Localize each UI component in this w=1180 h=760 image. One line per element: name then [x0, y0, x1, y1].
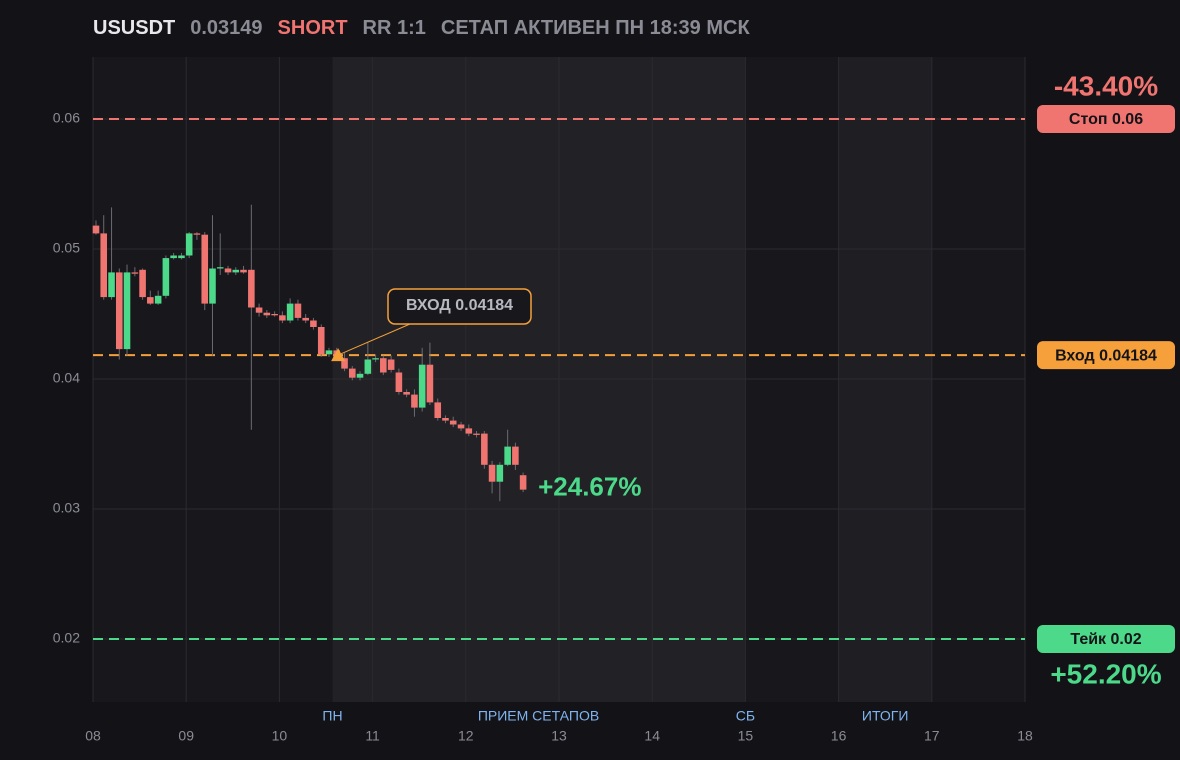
header: USUSDT 0.03149 SHORT RR 1:1 СЕТАП АКТИВЕ… — [93, 14, 750, 42]
candle-body — [286, 303, 294, 321]
level-change: +52.20% — [1050, 658, 1161, 689]
candle-body — [380, 358, 387, 373]
candle-body — [496, 464, 504, 482]
candle-body — [255, 307, 263, 313]
candle-body — [108, 272, 115, 298]
candle-body — [426, 364, 434, 403]
x-tick-label: 16 — [831, 728, 847, 744]
level-label: Стоп 0.06 — [1069, 111, 1143, 128]
candle-body — [411, 394, 418, 408]
x-tick-label: 15 — [738, 728, 754, 744]
candle-body — [147, 297, 154, 304]
candle-body — [216, 267, 224, 269]
symbol: USUSDT — [93, 17, 176, 39]
candle-body — [364, 359, 372, 374]
candle-body — [348, 368, 356, 378]
candle-body — [185, 233, 193, 256]
candle-body — [294, 303, 302, 318]
candle-body — [504, 446, 511, 465]
x-tick-label: 08 — [85, 728, 101, 744]
level-badge — [1037, 625, 1175, 653]
candle-body — [403, 392, 410, 395]
candle-body — [123, 272, 131, 350]
candle-body — [317, 327, 325, 355]
candle-body — [139, 269, 146, 298]
candle-body — [193, 233, 201, 235]
candle-body — [481, 433, 488, 465]
y-tick-label: 0.04 — [53, 370, 80, 386]
candle-body — [224, 268, 232, 273]
current-change: +24.67% — [538, 472, 641, 502]
candle-body — [387, 359, 395, 370]
candle-body — [465, 428, 473, 434]
status: СЕТАП АКТИВЕН ПН 18:39 МСК — [440, 17, 750, 39]
session-label: СБ — [736, 708, 755, 724]
session-label: ПН — [322, 708, 342, 724]
candle-body — [310, 320, 317, 327]
candle-body — [248, 269, 255, 308]
candle-body — [178, 255, 185, 259]
entry-leader — [337, 323, 411, 356]
entry-marker — [331, 348, 346, 362]
x-tick-label: 12 — [458, 728, 474, 744]
y-tick-label: 0.02 — [53, 630, 80, 646]
candle-body — [519, 475, 527, 490]
candle-body — [240, 269, 247, 273]
candle-body — [170, 255, 177, 259]
x-tick-label: 17 — [924, 728, 940, 744]
x-tick-label: 18 — [1017, 728, 1033, 744]
level-badge — [1037, 341, 1175, 370]
x-tick-label: 13 — [551, 728, 567, 744]
candle-body — [302, 317, 309, 321]
candle-body — [263, 312, 271, 316]
candle-body — [442, 418, 449, 421]
side: SHORT — [277, 17, 348, 39]
candle-body — [162, 258, 170, 296]
x-tick-label: 10 — [272, 728, 288, 744]
y-tick-label: 0.06 — [53, 110, 80, 126]
candle-body — [131, 272, 139, 274]
candle-body — [92, 225, 100, 234]
candle-body — [372, 358, 379, 360]
candle-body — [341, 358, 348, 369]
price: 0.03149 — [190, 17, 263, 39]
candle-body — [154, 295, 162, 304]
candle-body — [395, 372, 403, 392]
y-tick-label: 0.03 — [53, 500, 80, 516]
candle-body — [512, 446, 519, 465]
level-change: -43.40% — [1054, 70, 1158, 101]
candle-body — [473, 433, 480, 435]
candle-body — [100, 233, 108, 298]
y-tick-label: 0.05 — [53, 240, 80, 256]
candle-body — [457, 424, 465, 429]
entry-label: ВХОД 0.04184 — [406, 297, 513, 314]
x-tick-label: 11 — [365, 728, 380, 744]
x-tick-label: 14 — [644, 728, 660, 744]
candle-body — [434, 402, 442, 418]
x-tick-label: 09 — [178, 728, 194, 744]
session-label: ИТОГИ — [862, 708, 909, 724]
candle-body — [201, 234, 209, 304]
candle-body — [325, 350, 333, 355]
rr: RR 1:1 — [362, 17, 426, 39]
level-badge — [1037, 105, 1175, 133]
level-label: Вход 0.04184 — [1055, 347, 1157, 364]
candle-body — [449, 420, 457, 425]
candle-body — [279, 315, 286, 321]
session-label: ПРИЕМ СЕТАПОВ — [478, 708, 599, 724]
candle-body — [232, 269, 240, 273]
entry-box — [387, 288, 532, 325]
candle-body — [209, 268, 216, 304]
level-label: Тейк 0.02 — [1070, 631, 1141, 648]
candle-body — [271, 314, 278, 316]
candle-body — [356, 373, 364, 378]
candle-body — [488, 464, 496, 482]
candle-body — [115, 272, 123, 350]
candle-body — [418, 364, 426, 408]
